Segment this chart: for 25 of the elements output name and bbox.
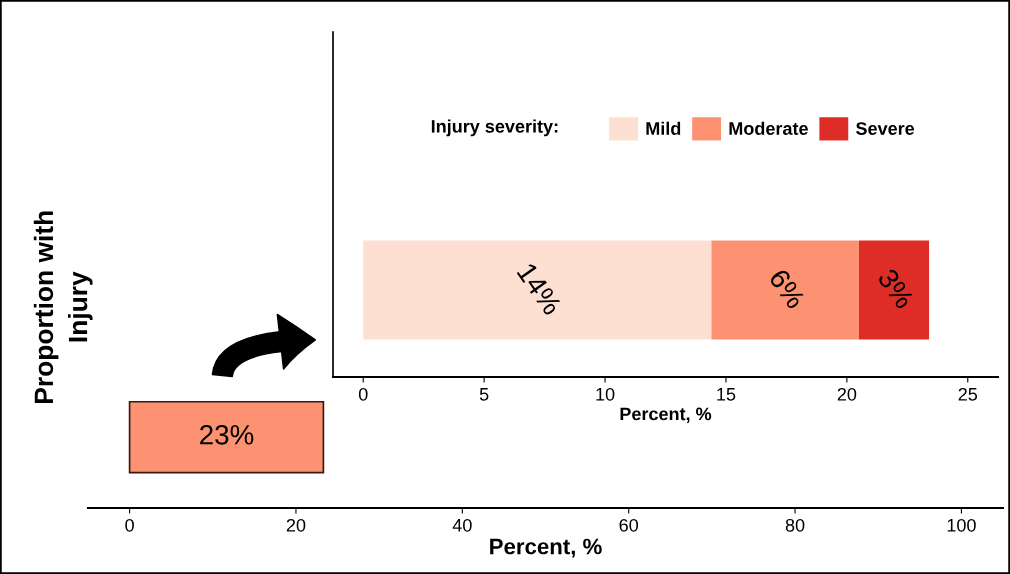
data-label: 3% [877, 267, 915, 310]
bar [711, 240, 859, 340]
data-label: 6% [768, 267, 807, 310]
x-tick-label: 60 [619, 518, 639, 532]
x-axis-title: Percent, % [620, 407, 712, 423]
x-tick-label: 25 [958, 387, 978, 401]
x-tick-label: 0 [358, 387, 368, 401]
bar [363, 240, 712, 340]
legend-title: Injury severity: [431, 119, 558, 137]
legend-label: Moderate [729, 121, 808, 135]
data-label: 23% [200, 424, 254, 445]
x-tick-label: 20 [286, 518, 306, 532]
x-axis-title: Percent, % [490, 538, 602, 558]
x-tick-label: 100 [947, 518, 976, 532]
bar [858, 240, 930, 340]
x-tick-label: 10 [596, 387, 615, 401]
x-tick-label: 80 [785, 518, 805, 532]
legend-label: Mild [646, 121, 681, 135]
y-axis-title: Proportion with Injury [33, 211, 93, 403]
x-tick-label: 20 [837, 387, 857, 401]
x-tick-label: 15 [717, 388, 736, 401]
x-tick-label: 5 [479, 388, 489, 401]
x-tick-label: 40 [452, 518, 472, 532]
legend-label: Severe [856, 122, 915, 135]
x-tick-label: 0 [125, 518, 134, 532]
